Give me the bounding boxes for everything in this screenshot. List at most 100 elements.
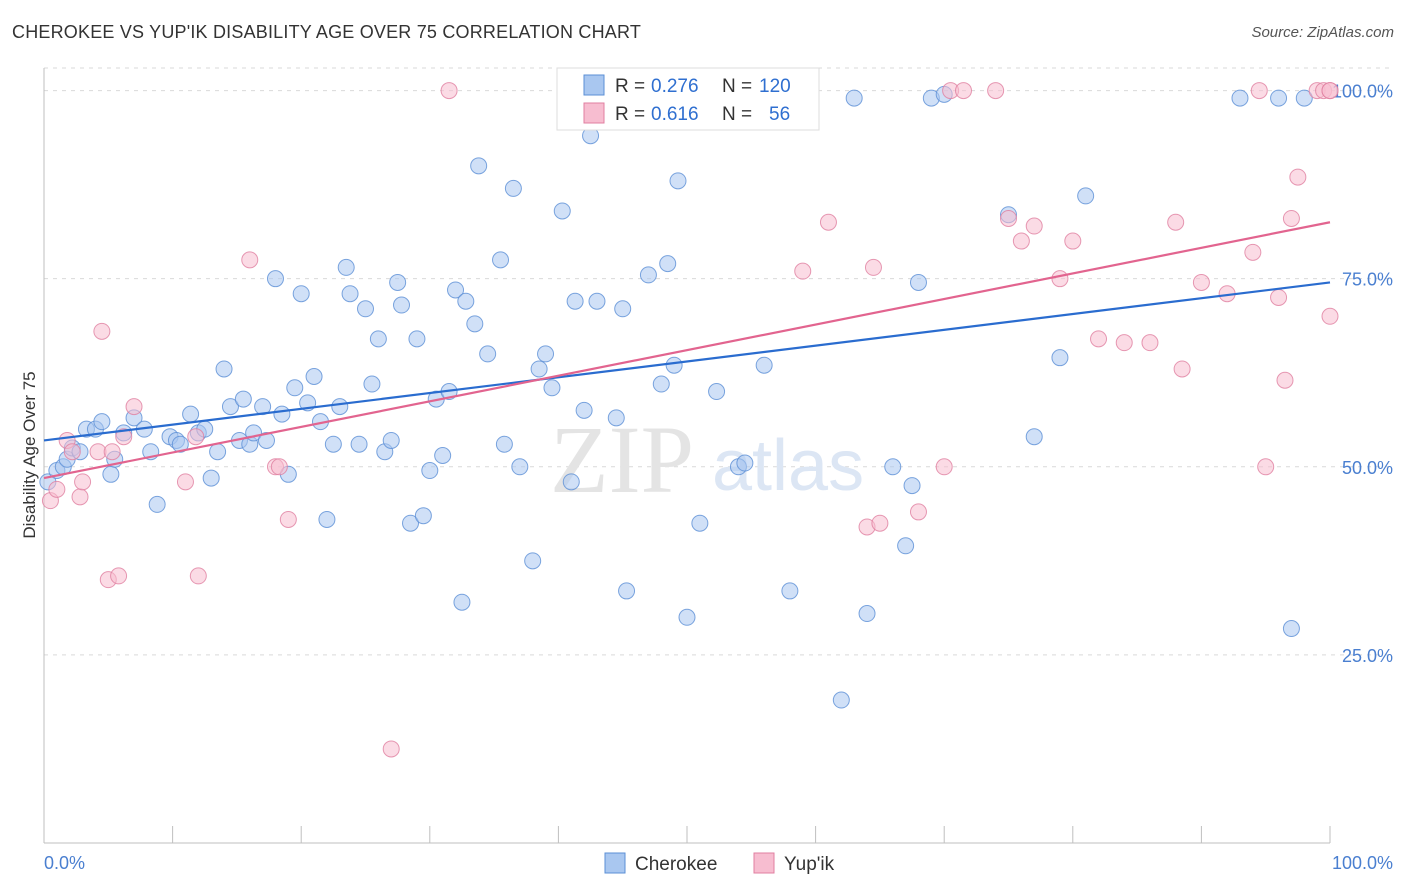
cherokee-point-58 bbox=[434, 447, 452, 464]
cherokee-point-77 bbox=[575, 401, 593, 419]
cherokee-point-60 bbox=[447, 281, 465, 299]
yupik-point-33 bbox=[1012, 232, 1030, 250]
cherokee-point-32 bbox=[266, 270, 284, 288]
yupik-point-15 bbox=[189, 567, 207, 585]
cherokee-point-110 bbox=[1231, 89, 1249, 107]
yupik-point-19 bbox=[279, 510, 297, 528]
legend-swatch-cherokee bbox=[604, 852, 626, 874]
cherokee-point-31 bbox=[257, 431, 275, 449]
cherokee-point-83 bbox=[618, 582, 636, 600]
yupik-point-37 bbox=[1090, 330, 1108, 348]
cherokee-point-100 bbox=[884, 458, 902, 476]
yupik-point-4 bbox=[71, 488, 89, 506]
cherokee-point-47 bbox=[363, 375, 381, 393]
yupik-point-49 bbox=[1282, 209, 1300, 227]
yupik-point-9 bbox=[103, 443, 121, 461]
yupik-point-48 bbox=[1276, 371, 1294, 389]
yupik-point-1 bbox=[48, 480, 66, 498]
cherokee-point-62 bbox=[457, 292, 475, 310]
yupik-point-32 bbox=[1000, 209, 1017, 227]
cherokee-point-43 bbox=[337, 258, 355, 276]
cherokee-point-79 bbox=[588, 292, 606, 310]
yupik-point-41 bbox=[1173, 360, 1191, 378]
y-axis-title: Disability Age Over 75 bbox=[20, 371, 39, 538]
cherokee-point-84 bbox=[639, 266, 657, 284]
cherokee-point-95 bbox=[755, 356, 773, 374]
yupik-point-14 bbox=[187, 428, 205, 446]
cherokee-point-68 bbox=[504, 179, 522, 197]
yupik-point-39 bbox=[1141, 334, 1159, 352]
cherokee-point-64 bbox=[470, 157, 488, 175]
cherokee-point-50 bbox=[382, 431, 400, 449]
cherokee-point-48 bbox=[369, 330, 387, 348]
cherokee-point-44 bbox=[341, 285, 359, 303]
stats-r-label-yupik: R = bbox=[615, 104, 645, 125]
cherokee-point-51 bbox=[389, 273, 407, 291]
cherokee-point-18 bbox=[171, 435, 189, 453]
yupik-point-42 bbox=[1192, 273, 1210, 291]
cherokee-point-35 bbox=[286, 379, 304, 397]
yupik-point-27 bbox=[909, 503, 927, 521]
cherokee-point-81 bbox=[607, 409, 625, 427]
y-tick-labels: 25.0% 50.0% 75.0% 100.0% bbox=[1332, 82, 1393, 666]
watermark: ZIP atlas bbox=[550, 406, 864, 513]
yupik-point-13 bbox=[176, 473, 194, 491]
yupik-point-26 bbox=[871, 514, 889, 532]
cherokee-point-8 bbox=[93, 413, 111, 431]
yupik-point-36 bbox=[1064, 232, 1082, 250]
yupik-point-35 bbox=[1051, 270, 1069, 288]
cherokee-point-71 bbox=[530, 360, 548, 378]
cherokee-point-82 bbox=[614, 300, 632, 318]
cherokee-point-38 bbox=[305, 367, 323, 385]
cherokee-point-75 bbox=[562, 473, 580, 491]
cherokee-point-107 bbox=[1025, 428, 1043, 446]
stats-n-value-cherokee: 120 bbox=[759, 76, 791, 97]
yupik-trend-line bbox=[43, 221, 1331, 480]
yupik-point-11 bbox=[115, 428, 133, 446]
stats-n-label-cherokee: N = bbox=[722, 76, 752, 97]
yupik-point-31 bbox=[987, 82, 1005, 100]
cherokee-points bbox=[39, 85, 1313, 709]
yupik-point-45 bbox=[1250, 82, 1268, 100]
cherokee-point-23 bbox=[209, 443, 227, 461]
series-legend: Cherokee Yup'ik bbox=[604, 852, 835, 875]
cherokee-point-66 bbox=[492, 251, 510, 269]
cherokee-point-76 bbox=[566, 292, 584, 310]
yupik-point-22 bbox=[794, 262, 812, 280]
cherokee-point-72 bbox=[537, 345, 555, 363]
yupik-point-5 bbox=[74, 473, 92, 491]
yupik-point-50 bbox=[1289, 168, 1307, 186]
yupik-point-46 bbox=[1257, 458, 1275, 476]
yupik-point-12 bbox=[125, 398, 143, 416]
cherokee-point-42 bbox=[331, 398, 349, 416]
stats-n-value-yupik: 56 bbox=[769, 104, 790, 125]
cherokee-point-90 bbox=[678, 608, 696, 626]
cherokee-point-36 bbox=[292, 285, 310, 303]
cherokee-point-113 bbox=[1295, 89, 1313, 107]
cherokee-point-89 bbox=[669, 172, 687, 190]
legend-label-cherokee: Cherokee bbox=[635, 854, 717, 875]
cherokee-point-65 bbox=[479, 345, 497, 363]
cherokee-point-102 bbox=[903, 477, 921, 495]
x-ticks bbox=[43, 826, 1331, 843]
cherokee-point-54 bbox=[408, 330, 426, 348]
cherokee-point-111 bbox=[1270, 89, 1288, 107]
legend-label-yupik: Yup'ik bbox=[784, 854, 835, 875]
cherokee-point-94 bbox=[736, 454, 754, 472]
cherokee-point-85 bbox=[652, 375, 670, 393]
cherokee-point-53 bbox=[402, 514, 420, 532]
yupik-point-3 bbox=[63, 443, 81, 461]
cherokee-point-61 bbox=[453, 593, 471, 611]
cherokee-point-45 bbox=[350, 435, 368, 453]
cherokee-trend-line bbox=[43, 281, 1331, 442]
cherokee-point-91 bbox=[691, 514, 709, 532]
cherokee-point-19 bbox=[182, 405, 200, 423]
cherokee-point-33 bbox=[273, 405, 291, 423]
yupik-point-6 bbox=[89, 443, 107, 461]
cherokee-point-74 bbox=[553, 202, 571, 220]
stats-swatch-yupik bbox=[583, 102, 605, 124]
cherokee-point-108 bbox=[1051, 349, 1069, 367]
yupik-point-34 bbox=[1025, 217, 1043, 235]
yupik-point-18 bbox=[270, 458, 288, 476]
